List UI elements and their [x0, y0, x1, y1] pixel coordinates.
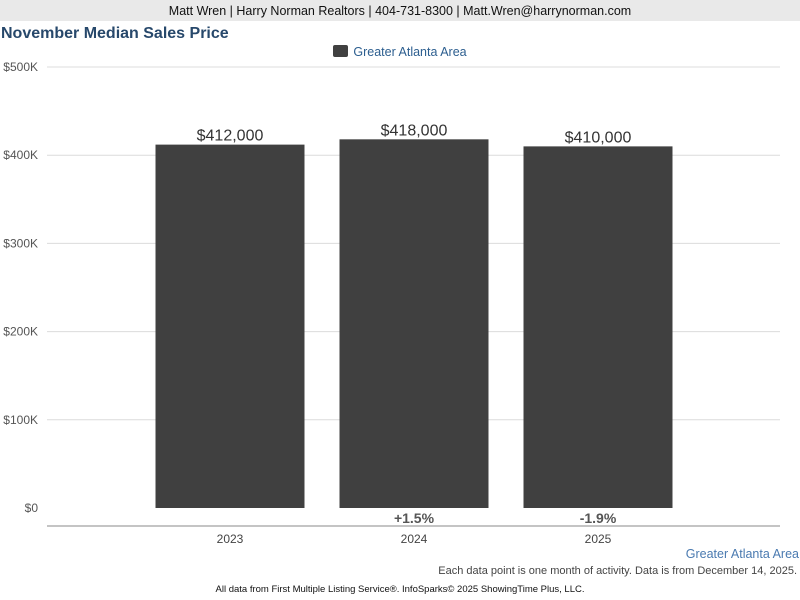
y-tick-label: $500K: [3, 60, 38, 74]
legend-swatch: [333, 45, 349, 57]
bar[interactable]: [155, 144, 305, 508]
legend-label: Greater Atlanta Area: [353, 45, 467, 59]
y-tick-label: $100K: [3, 413, 38, 427]
contact-banner: Matt Wren | Harry Norman Realtors | 404-…: [0, 0, 800, 21]
y-tick-label: $0: [25, 501, 39, 515]
bar-value-label: $418,000: [381, 122, 448, 139]
data-note: Each data point is one month of activity…: [438, 565, 797, 577]
change-label: +1.5%: [394, 510, 435, 526]
data-source: All data from First Multiple Listing Ser…: [215, 584, 585, 595]
bar-value-label: $410,000: [565, 129, 632, 146]
x-tick-label: 2025: [585, 532, 612, 546]
x-tick-label: 2023: [217, 532, 244, 546]
y-tick-label: $400K: [3, 148, 38, 162]
bar-value-label: $412,000: [197, 128, 264, 145]
chart-legend[interactable]: Greater Atlanta Area: [0, 45, 800, 59]
bar[interactable]: [523, 146, 673, 508]
y-tick-label: $300K: [3, 236, 38, 250]
contact-line: Matt Wren | Harry Norman Realtors | 404-…: [168, 4, 632, 18]
y-tick-label: $200K: [3, 325, 38, 339]
region-label[interactable]: Greater Atlanta Area: [685, 547, 799, 561]
chart-title: November Median Sales Price: [1, 25, 229, 42]
bar[interactable]: [339, 139, 489, 508]
x-tick-label: 2024: [401, 532, 428, 546]
change-label: -1.9%: [580, 510, 617, 526]
